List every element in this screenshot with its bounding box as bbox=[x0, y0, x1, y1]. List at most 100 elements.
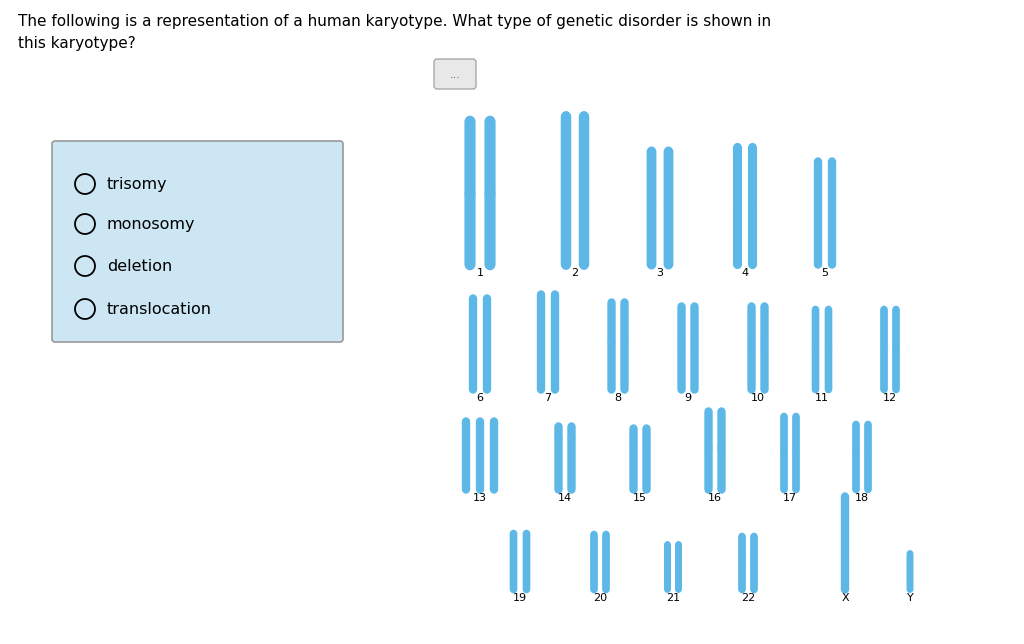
Text: 1: 1 bbox=[476, 268, 483, 278]
Text: 13: 13 bbox=[473, 493, 487, 503]
Polygon shape bbox=[793, 413, 799, 453]
Text: ...: ... bbox=[450, 70, 461, 80]
Text: 12: 12 bbox=[883, 393, 897, 403]
Polygon shape bbox=[825, 343, 831, 393]
Polygon shape bbox=[580, 179, 589, 269]
Polygon shape bbox=[749, 144, 757, 204]
Text: 14: 14 bbox=[558, 493, 572, 503]
Polygon shape bbox=[465, 117, 475, 198]
Polygon shape bbox=[476, 418, 483, 436]
Polygon shape bbox=[678, 341, 685, 393]
Polygon shape bbox=[561, 179, 570, 269]
Polygon shape bbox=[739, 558, 745, 592]
Polygon shape bbox=[705, 408, 712, 451]
Polygon shape bbox=[463, 430, 469, 493]
Text: 11: 11 bbox=[815, 393, 829, 403]
Polygon shape bbox=[705, 445, 712, 493]
Polygon shape bbox=[748, 341, 755, 393]
Text: 15: 15 bbox=[633, 493, 647, 503]
Polygon shape bbox=[853, 451, 859, 493]
Text: 2: 2 bbox=[571, 268, 579, 278]
Polygon shape bbox=[523, 531, 529, 563]
Polygon shape bbox=[761, 303, 768, 347]
Polygon shape bbox=[555, 435, 562, 493]
Polygon shape bbox=[865, 451, 871, 493]
Polygon shape bbox=[643, 437, 650, 493]
Polygon shape bbox=[865, 421, 871, 457]
Polygon shape bbox=[749, 198, 757, 269]
Polygon shape bbox=[718, 445, 725, 493]
Polygon shape bbox=[469, 295, 476, 343]
Text: 19: 19 bbox=[513, 593, 527, 603]
Polygon shape bbox=[665, 147, 673, 207]
Polygon shape bbox=[476, 430, 483, 493]
Text: this karyotype?: this karyotype? bbox=[18, 36, 136, 51]
Polygon shape bbox=[643, 425, 650, 443]
Text: 18: 18 bbox=[855, 493, 869, 503]
Polygon shape bbox=[463, 418, 469, 436]
Polygon shape bbox=[621, 339, 628, 393]
Polygon shape bbox=[828, 158, 836, 211]
Polygon shape bbox=[748, 303, 755, 347]
Polygon shape bbox=[510, 558, 517, 592]
Polygon shape bbox=[676, 564, 681, 592]
Polygon shape bbox=[812, 307, 818, 348]
Polygon shape bbox=[552, 291, 558, 339]
Polygon shape bbox=[733, 144, 741, 204]
Polygon shape bbox=[751, 558, 757, 592]
Text: 5: 5 bbox=[821, 268, 828, 278]
Text: monosomy: monosomy bbox=[106, 216, 196, 231]
Text: The following is a representation of a human karyotype. What type of genetic dis: The following is a representation of a h… bbox=[18, 14, 771, 29]
Polygon shape bbox=[580, 112, 589, 187]
Polygon shape bbox=[483, 295, 490, 343]
Polygon shape bbox=[812, 343, 818, 393]
Text: 20: 20 bbox=[593, 593, 607, 603]
Polygon shape bbox=[881, 343, 887, 393]
Text: 7: 7 bbox=[545, 393, 552, 403]
Polygon shape bbox=[561, 112, 570, 187]
Polygon shape bbox=[665, 564, 671, 592]
Polygon shape bbox=[814, 205, 821, 268]
Polygon shape bbox=[761, 341, 768, 393]
Polygon shape bbox=[469, 337, 476, 393]
Text: trisomy: trisomy bbox=[106, 176, 168, 191]
Polygon shape bbox=[523, 558, 529, 592]
Text: 22: 22 bbox=[741, 593, 755, 603]
Polygon shape bbox=[552, 333, 558, 393]
Polygon shape bbox=[483, 337, 490, 393]
Polygon shape bbox=[490, 430, 498, 493]
Polygon shape bbox=[781, 448, 787, 493]
Polygon shape bbox=[691, 341, 698, 393]
Polygon shape bbox=[733, 198, 741, 269]
Polygon shape bbox=[781, 413, 787, 453]
Text: 6: 6 bbox=[476, 393, 483, 403]
Polygon shape bbox=[591, 555, 597, 592]
Polygon shape bbox=[828, 205, 836, 268]
Polygon shape bbox=[630, 437, 637, 493]
Polygon shape bbox=[603, 531, 609, 560]
Text: X: X bbox=[841, 593, 849, 603]
Polygon shape bbox=[739, 533, 745, 563]
Polygon shape bbox=[842, 550, 849, 593]
Polygon shape bbox=[485, 189, 495, 270]
Text: Y: Y bbox=[906, 593, 913, 603]
Polygon shape bbox=[814, 158, 821, 211]
Polygon shape bbox=[676, 542, 681, 568]
FancyBboxPatch shape bbox=[52, 141, 343, 342]
Text: translocation: translocation bbox=[106, 301, 212, 316]
Polygon shape bbox=[665, 199, 673, 269]
Polygon shape bbox=[555, 423, 562, 441]
Text: 8: 8 bbox=[614, 393, 622, 403]
Polygon shape bbox=[608, 339, 615, 393]
Polygon shape bbox=[591, 531, 597, 560]
Polygon shape bbox=[842, 493, 849, 556]
Polygon shape bbox=[630, 425, 637, 443]
Polygon shape bbox=[568, 423, 575, 441]
Polygon shape bbox=[893, 343, 899, 393]
Polygon shape bbox=[485, 117, 495, 198]
FancyBboxPatch shape bbox=[434, 59, 476, 89]
Polygon shape bbox=[510, 531, 517, 563]
Text: 16: 16 bbox=[708, 493, 722, 503]
Text: deletion: deletion bbox=[106, 258, 172, 274]
Polygon shape bbox=[853, 421, 859, 457]
